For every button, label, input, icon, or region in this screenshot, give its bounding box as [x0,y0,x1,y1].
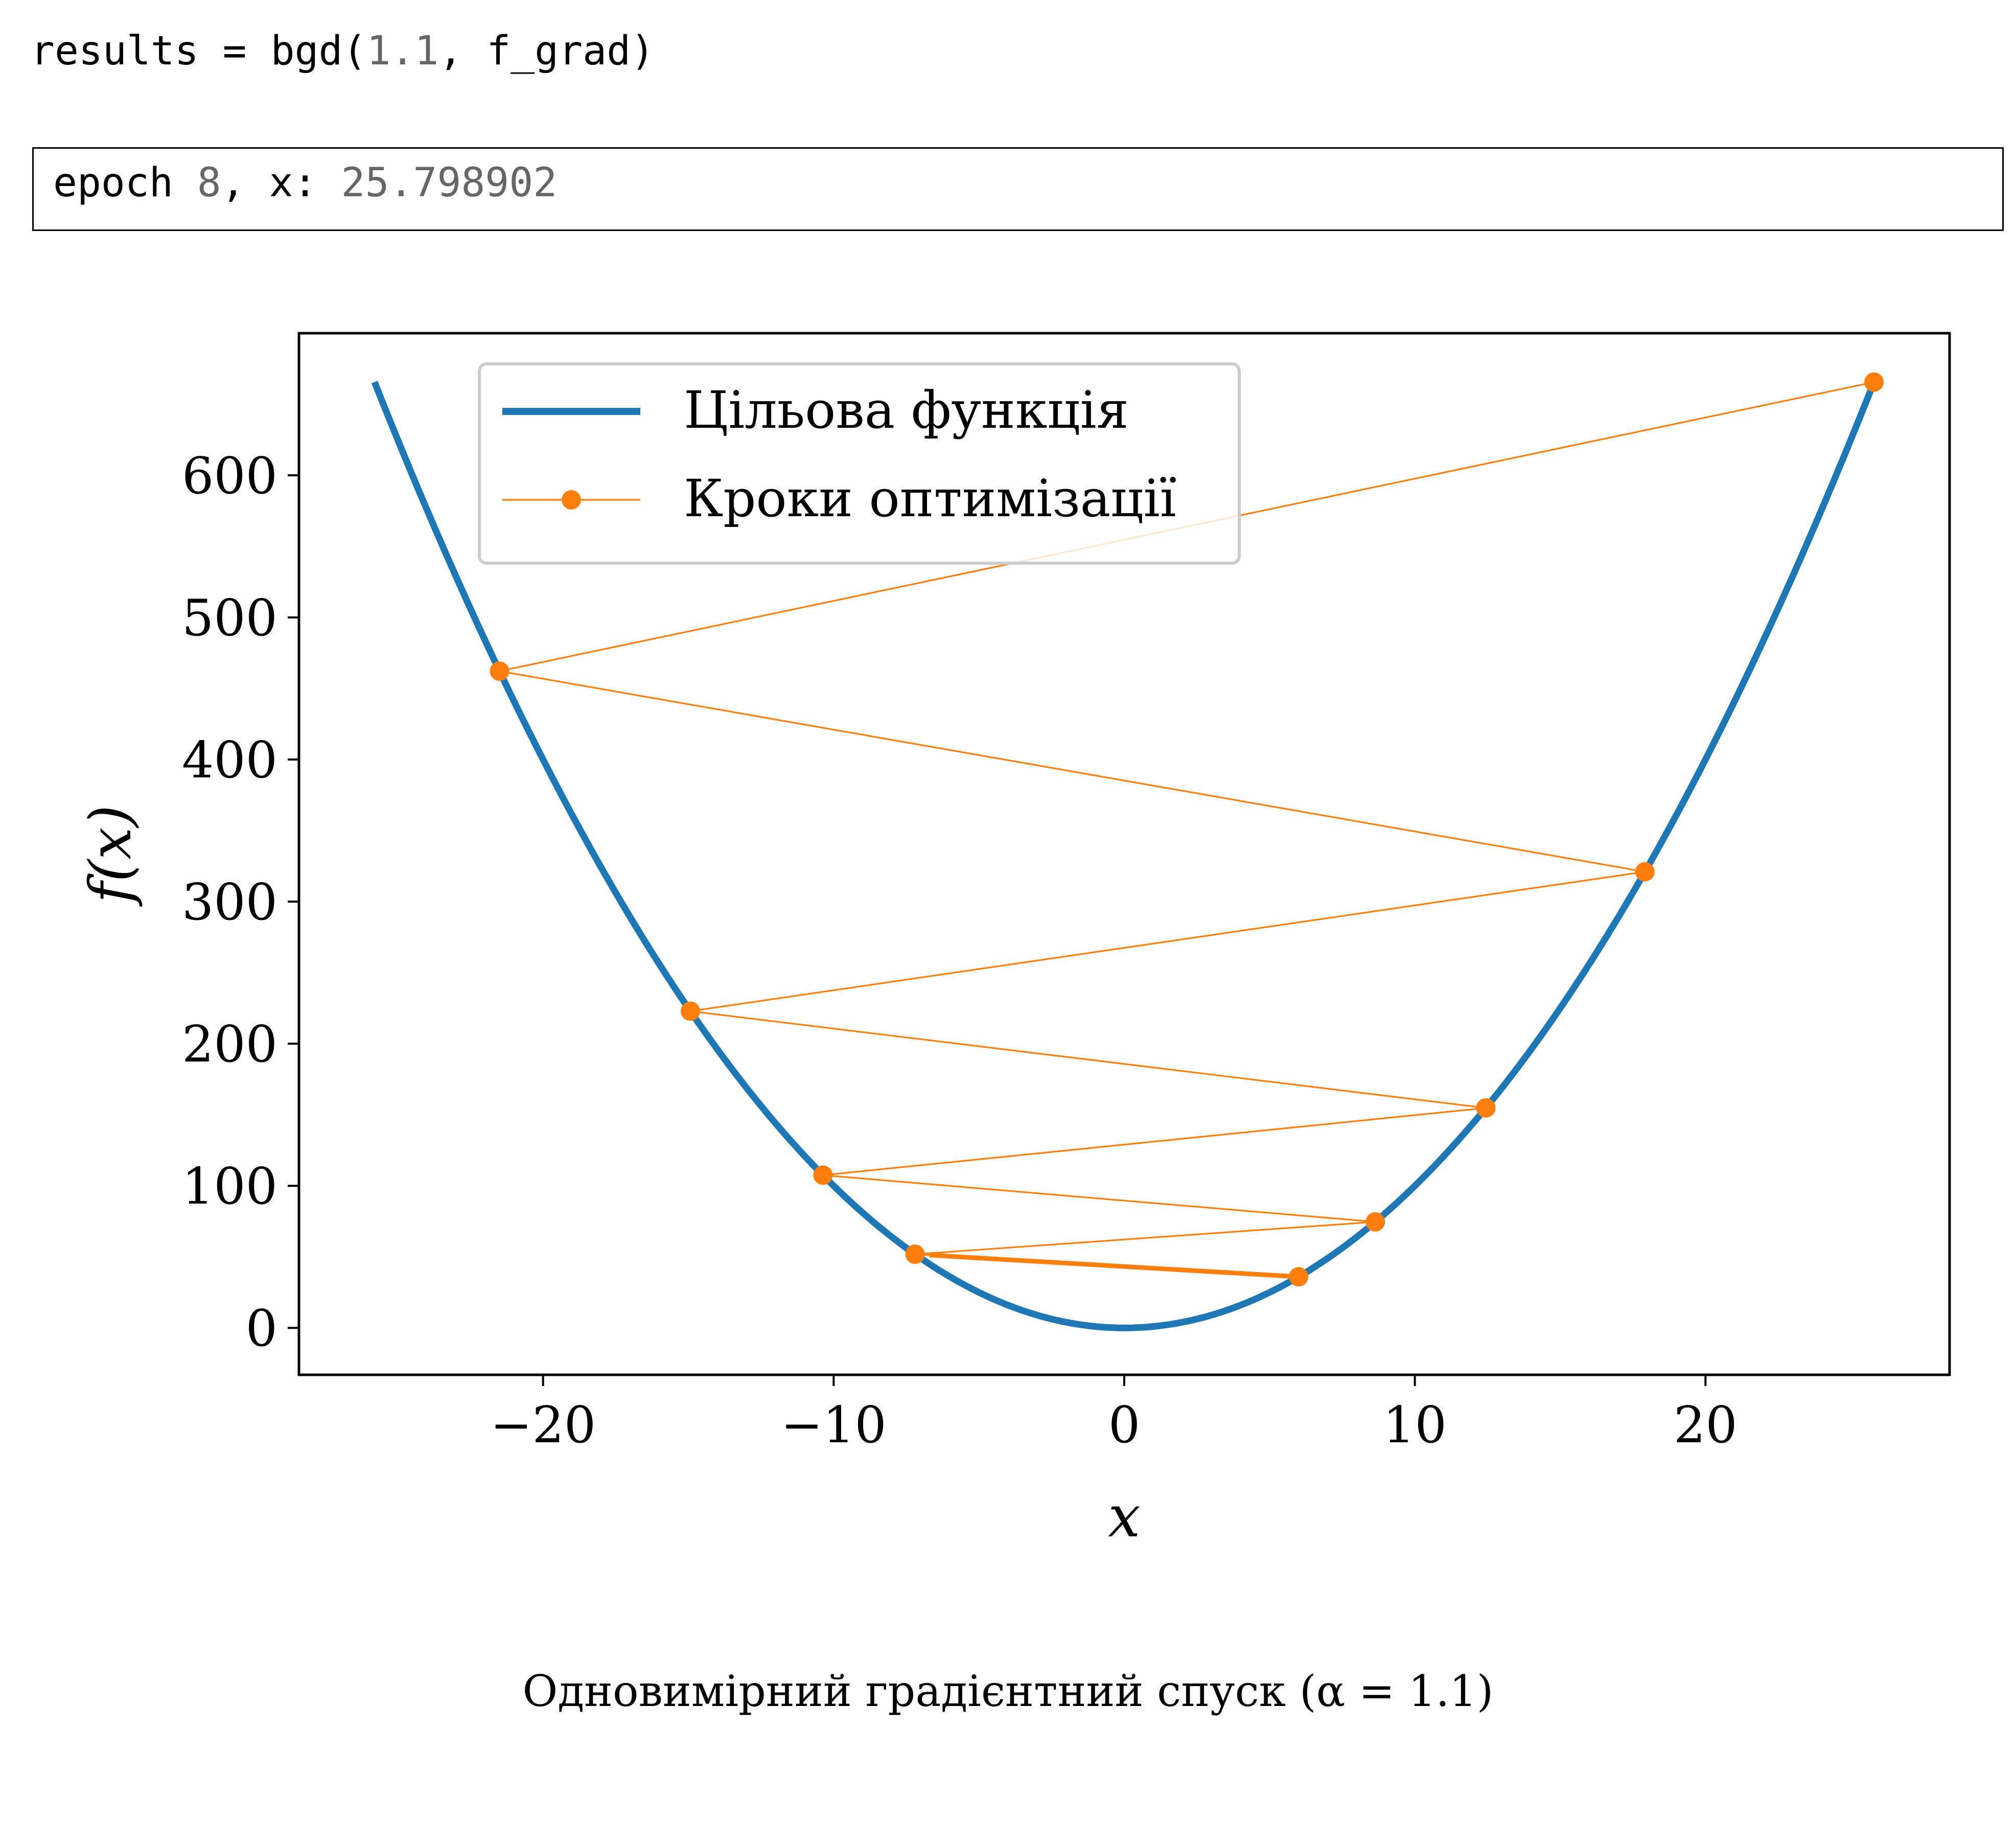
x-tick-label: 20 [1674,1396,1737,1455]
figure-caption: Одновимірний градієнтний спуск (α = 1.1) [522,1666,1494,1716]
code-call-suffix: , f_grad) [438,28,655,74]
y-tick-label: 600 [182,447,277,505]
y-axis-label: f(x) [78,805,144,907]
code-call-prefix: results = bgd( [31,28,367,74]
step-point-4 [1476,1098,1496,1118]
step-segment [499,670,1646,873]
x-tick-label: 0 [1108,1396,1140,1455]
output-epoch-value: 8 [197,160,221,206]
y-tick-label: 0 [246,1300,277,1358]
x-axis-label: x [1108,1484,1140,1550]
legend-label-steps: Кроки оптимізації [684,469,1176,528]
step-segment [823,1107,1486,1176]
y-tick-label: 500 [182,589,277,648]
output-x-label: , x: [221,160,341,206]
legend: Цільова функція Кроки оптимізації [478,362,1241,565]
objective-curve [371,381,1878,1331]
output-epoch-label: epoch [53,160,197,206]
step-point-0 [1289,1267,1309,1287]
step-segment [823,1174,1376,1223]
step-segment [690,1010,1486,1109]
legend-marker-steps [562,490,581,510]
output-box: epoch 8, x: 25.798902 [32,147,2004,231]
step-point-5 [680,1001,700,1021]
step-segment [690,871,1646,1012]
step-point-3 [813,1165,833,1185]
code-cell: results = bgd(1.1, f_grad) [31,28,655,74]
y-tick-label: 200 [182,1016,277,1074]
step-point-7 [490,661,509,681]
first-step-arrow [929,1253,1299,1279]
legend-box [478,362,1241,565]
plot-layer [371,372,1884,1331]
step-point-1 [905,1244,925,1264]
step-point-8 [1864,372,1884,392]
output-text: epoch 8, x: 25.798902 [53,160,557,206]
output-x-value: 25.798902 [341,160,558,206]
code-arg-value: 1.1 [366,28,439,74]
legend-label-objective: Цільова функція [684,380,1129,440]
y-tick-label: 400 [182,731,277,790]
x-tick-label: −10 [781,1396,887,1455]
x-tick-label: −20 [490,1396,596,1455]
x-tick-label: 10 [1383,1396,1447,1455]
y-tick-label: 300 [182,873,277,932]
step-point-2 [1365,1212,1385,1232]
y-tick-label: 100 [182,1158,277,1216]
step-point-6 [1635,862,1655,882]
step-segment [915,1221,1376,1255]
